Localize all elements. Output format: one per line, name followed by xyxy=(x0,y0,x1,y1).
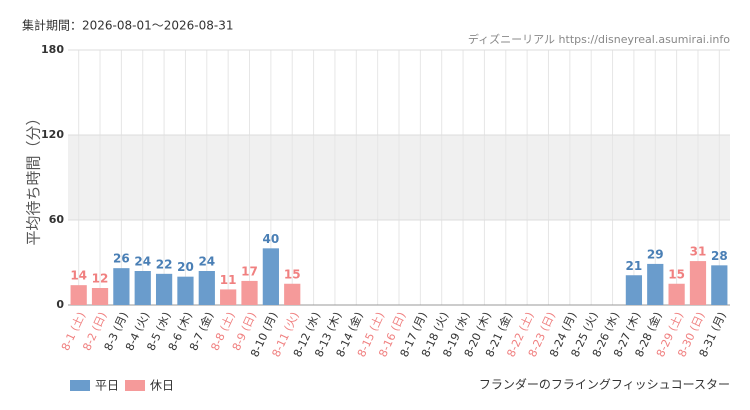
value-label: 28 xyxy=(711,249,728,263)
value-label: 17 xyxy=(241,264,258,278)
y-axis-label: 平均待ち時間（分） xyxy=(25,110,43,245)
value-label: 11 xyxy=(220,273,237,287)
bar xyxy=(70,285,87,305)
bar xyxy=(198,271,215,305)
bar xyxy=(177,276,194,305)
value-label: 12 xyxy=(92,272,109,286)
bar xyxy=(711,265,728,305)
bar xyxy=(284,283,301,305)
value-label: 14 xyxy=(70,269,87,283)
legend-label: 休日 xyxy=(150,379,174,393)
y-tick-label: 180 xyxy=(41,43,64,56)
value-label: 20 xyxy=(177,260,194,274)
y-tick-label: 0 xyxy=(56,298,64,311)
bar xyxy=(113,268,130,305)
value-label: 40 xyxy=(263,232,280,246)
bar xyxy=(134,271,151,305)
bar xyxy=(625,275,643,305)
bar xyxy=(262,248,279,305)
attraction: フランダーのフライングフィッシュコースター xyxy=(479,377,730,392)
bar xyxy=(689,261,707,305)
legend-label: 平日 xyxy=(95,379,119,393)
value-label: 24 xyxy=(198,255,215,269)
bar xyxy=(647,263,664,305)
value-label: 31 xyxy=(690,245,707,259)
bar xyxy=(220,289,237,305)
value-label: 21 xyxy=(626,259,643,273)
source: ディズニーリアル https://disneyreal.asumirai.inf… xyxy=(468,32,730,46)
y-tick-label: 120 xyxy=(41,128,64,141)
bar xyxy=(155,273,173,305)
bar xyxy=(91,288,109,305)
legend-swatch xyxy=(125,380,145,391)
value-label: 24 xyxy=(134,255,151,269)
y-tick-label: 60 xyxy=(49,213,65,226)
value-label: 29 xyxy=(647,247,664,261)
value-label: 26 xyxy=(113,252,130,266)
legend-swatch xyxy=(70,380,90,391)
bar xyxy=(241,280,258,305)
period: 集計期間：2026-08-01～2026-08-31 xyxy=(22,18,233,33)
value-label: 15 xyxy=(284,267,301,281)
value-label: 22 xyxy=(156,257,173,271)
value-label: 15 xyxy=(668,267,685,281)
bar xyxy=(668,283,685,305)
